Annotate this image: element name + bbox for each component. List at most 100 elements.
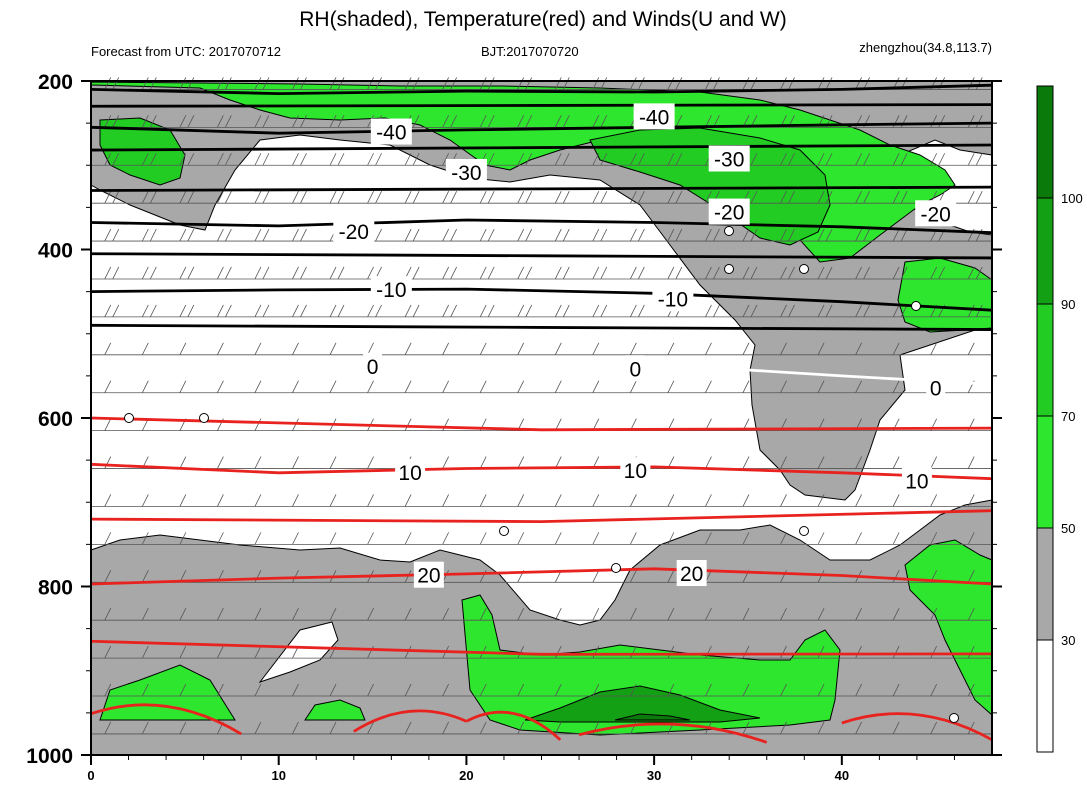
wind-barb: [329, 342, 337, 355]
wind-barb: [667, 228, 675, 242]
wind-barb: [817, 570, 825, 583]
rh-green-top-left-core: [99, 117, 186, 186]
wind-barb: [187, 190, 195, 204]
wind-barb: [517, 304, 525, 318]
contour-label: -10: [376, 279, 406, 302]
wind-barb: [817, 190, 825, 204]
wind-barb: [629, 153, 637, 166]
wind-barb: [404, 532, 412, 545]
wind-barb: [217, 304, 224, 318]
wind-barb: [975, 153, 983, 166]
wind-barb: [487, 190, 495, 204]
wind-barb: [705, 304, 712, 318]
wind-barb: [262, 304, 270, 318]
wind-barb: [104, 532, 112, 545]
wind-barb: [367, 153, 374, 166]
wind-barb: [104, 115, 112, 128]
wind-barb: [254, 380, 262, 393]
wind-barb: [479, 494, 487, 507]
wind-barb: [742, 342, 750, 355]
rh-white-pocket: [258, 621, 339, 683]
wind-barb: [629, 190, 637, 204]
wind-barb: [254, 456, 262, 469]
wind-barb: [262, 190, 270, 204]
contour-label-box: [926, 374, 946, 401]
wind-barb: [217, 608, 224, 621]
wind-barb: [292, 456, 299, 469]
x-tick-label: 40: [835, 768, 849, 783]
wind-barb: [329, 456, 337, 469]
calm-marker: [199, 413, 209, 423]
wind-barb: [337, 153, 345, 166]
wind-barb: [375, 304, 382, 318]
wind-barb: [442, 228, 450, 242]
wind-barb: [817, 77, 825, 90]
x-tick-label: 10: [271, 768, 285, 783]
wind-barb: [412, 190, 420, 204]
wind-barb: [367, 456, 374, 469]
wind-barb: [592, 570, 600, 583]
wind-barb: [104, 494, 112, 507]
contour-label: 0: [630, 358, 642, 381]
contour-label: 10: [624, 460, 647, 483]
wind-barb: [112, 304, 120, 318]
wind-barb: [667, 77, 675, 90]
wind-barb: [930, 153, 938, 166]
wind-barb: [254, 266, 262, 280]
wind-barb: [750, 153, 758, 166]
wind-barb: [742, 721, 750, 735]
calm-marker: [799, 264, 809, 274]
wind-barb: [863, 153, 870, 166]
wind-barb: [479, 608, 487, 621]
colorbar-bin: [1036, 197, 1054, 305]
wind-barb: [262, 266, 270, 280]
wind-barb: [479, 190, 487, 204]
wind-barb: [600, 115, 608, 128]
temperature-contour: [90, 323, 993, 331]
wind-barb: [742, 683, 750, 697]
wind-barb: [705, 532, 712, 545]
wind-barb: [592, 77, 600, 90]
wind-barb: [675, 115, 683, 128]
wind-barb: [930, 721, 938, 735]
colorbar-bin: [1036, 527, 1054, 641]
wind-barb: [329, 266, 337, 280]
wind-barb: [892, 304, 900, 318]
wind-barb: [404, 190, 412, 204]
wind-barb: [817, 304, 825, 318]
wind-barb: [705, 228, 712, 242]
wind-barb: [554, 77, 562, 90]
wind-barb: [637, 190, 645, 204]
wind-barb: [404, 645, 412, 659]
wind-barb: [517, 683, 525, 697]
wind-barb: [262, 77, 270, 90]
wind-barb: [367, 532, 374, 545]
wind-barb: [863, 190, 870, 204]
wind-barb: [825, 266, 833, 280]
contour-label-box: [625, 355, 645, 382]
calm-marker: [724, 264, 734, 274]
temperature-contour: [90, 639, 993, 656]
wind-barb: [104, 721, 112, 735]
wind-barb: [629, 228, 637, 242]
wind-barb: [487, 77, 495, 90]
wind-barb: [517, 494, 525, 507]
wind-barb: [855, 645, 862, 659]
wind-barb: [780, 608, 787, 621]
wind-barb: [179, 380, 187, 393]
y-tick-label: 200: [38, 71, 73, 94]
wind-barb: [479, 266, 487, 280]
wind-barb: [705, 456, 712, 469]
contour-label: 10: [398, 462, 421, 485]
wind-barb: [742, 645, 750, 659]
wind-barb: [104, 380, 112, 393]
wind-barb: [517, 115, 525, 128]
wind-barb: [788, 266, 795, 280]
wind-barb: [149, 304, 157, 318]
wind-barb: [217, 645, 224, 659]
wind-barb: [592, 115, 600, 128]
contour-label: 0: [367, 356, 379, 379]
x-tick-label: 0: [87, 768, 94, 783]
wind-barb: [300, 115, 307, 128]
